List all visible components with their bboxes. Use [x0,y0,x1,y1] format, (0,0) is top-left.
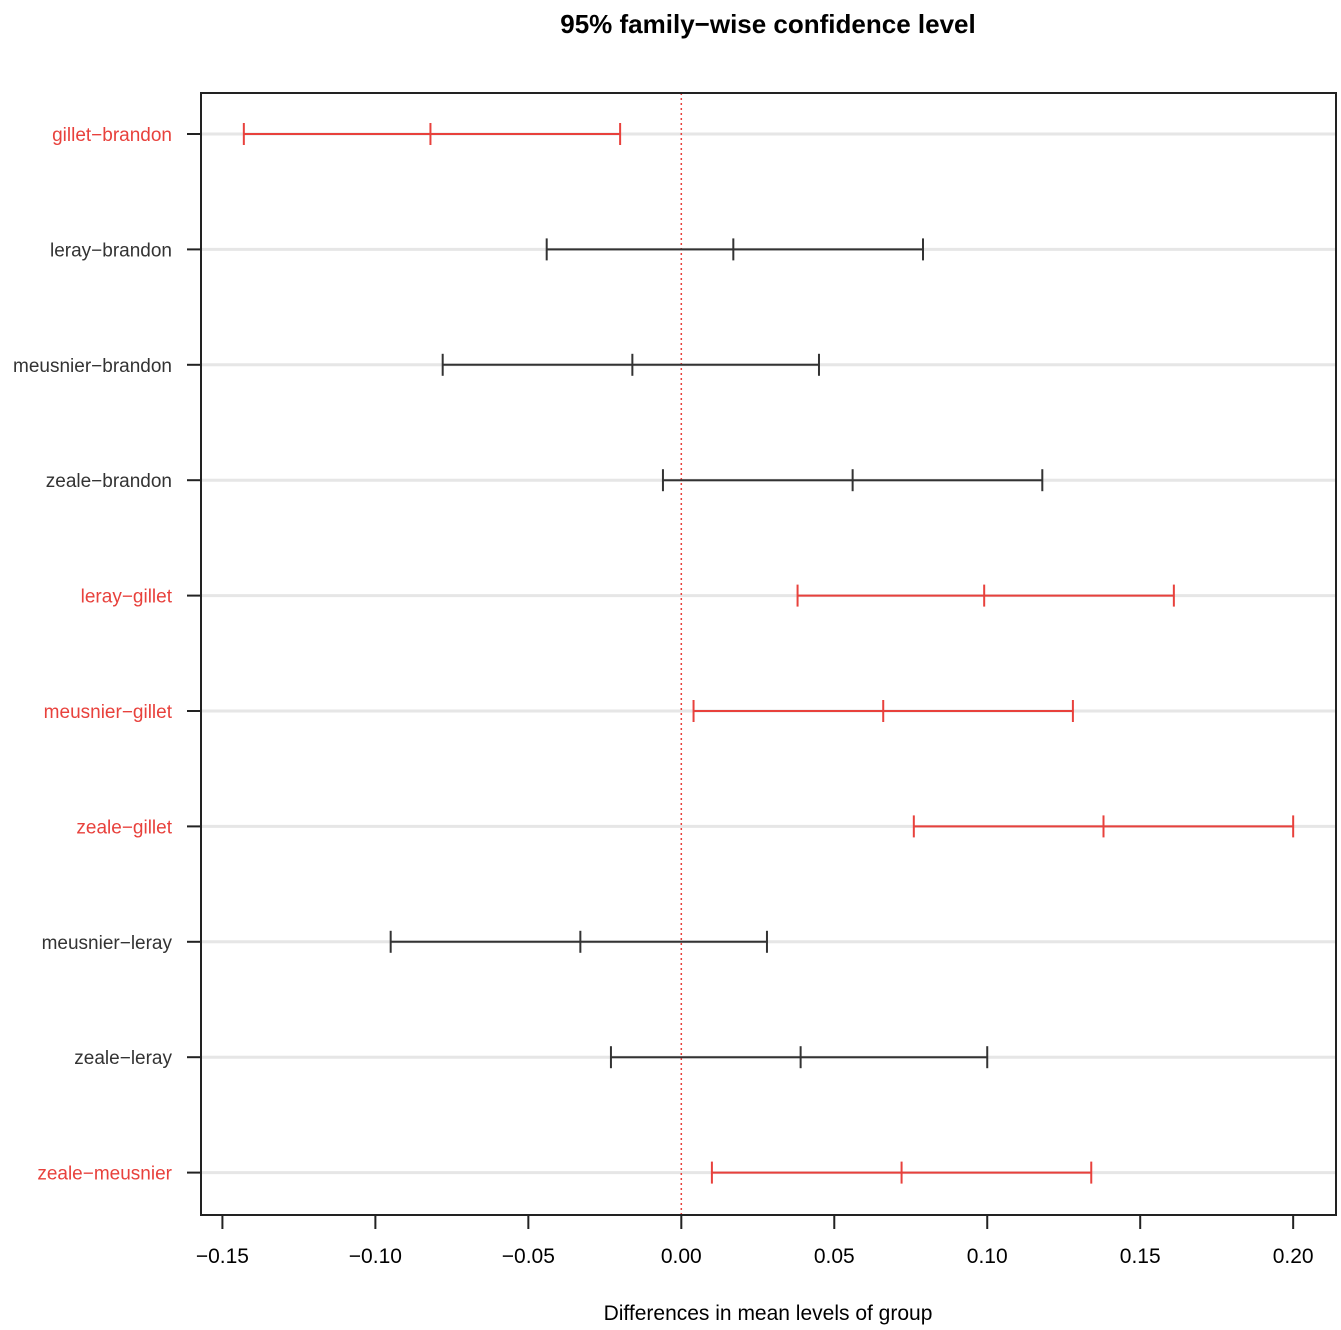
interval-7 [389,930,768,953]
grid-layer [201,132,1336,1175]
y-axis: gillet−brandon leray−brandon meusnier−bran… [13,125,201,1185]
x-tick-label: 0.05 [814,1245,855,1268]
x-tick-label: −0.10 [349,1245,402,1268]
y-tick-label: zeale−brandon [46,471,172,492]
x-tick-label: 0.15 [1120,1245,1161,1268]
y-tick-label: meusnier−leray [42,933,173,954]
interval-0 [242,123,622,145]
interval-8 [609,1046,989,1069]
x-tick-label: 0.20 [1273,1245,1314,1268]
bars-layer [242,123,1295,1184]
y-tick-label: gillet−brandon [52,125,172,146]
plot-frame [200,92,1337,1216]
x-tick-label: 0.10 [967,1245,1008,1268]
x-axis: −0.15 −0.10 −0.05 0.00 0.05 0.10 0.15 0.20 [196,1215,1314,1268]
y-tick-label: zeale−leray [74,1048,172,1069]
y-tick-label: zeale−meusnier [37,1164,172,1185]
interval-3 [661,469,1044,492]
y-tick-label: zeale−gillet [76,817,172,838]
x-tick-label: 0.00 [661,1245,702,1268]
x-tick-label: −0.15 [196,1245,249,1268]
interval-4 [796,584,1175,607]
interval-2 [441,353,820,376]
x-tick-label: −0.05 [502,1245,555,1268]
y-tick-label: leray−gillet [81,587,173,608]
interval-5 [692,700,1074,722]
x-axis-label: Differences in mean levels of group [604,1302,933,1325]
interval-6 [912,815,1295,838]
y-tick-label: meusnier−gillet [44,702,173,723]
y-tick-label: meusnier−brandon [13,356,172,377]
interval-9 [710,1161,1093,1184]
y-tick-label: leray−brandon [50,240,172,261]
chart-title: 95% family−wise confidence level [560,9,975,39]
interval-1 [545,238,924,261]
